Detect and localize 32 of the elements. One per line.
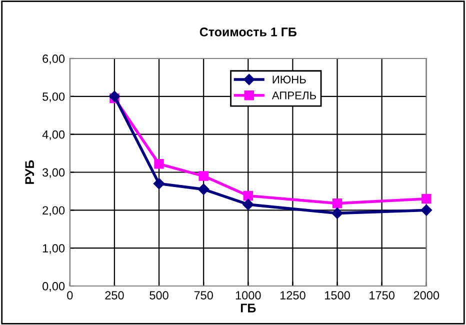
y-tick-label: 2,00	[42, 206, 65, 216]
y-tick-label: 3,00	[42, 168, 65, 178]
x-tick-label: 1750	[370, 291, 394, 300]
point	[198, 184, 210, 195]
y-tick-label: 1,00	[42, 244, 65, 254]
x-tick-label: 1000	[236, 291, 261, 300]
legend-label: ИЮНЬ	[272, 76, 306, 84]
legend-label: АПРЕЛЬ	[272, 92, 316, 100]
point	[242, 198, 254, 210]
point	[243, 190, 254, 201]
point	[422, 194, 432, 204]
x-axis-title: ГБ	[240, 304, 256, 312]
x-tick-label: 750	[194, 291, 213, 300]
y-tick-label: 6,00	[42, 54, 65, 64]
y-tick-label: 0,00	[42, 282, 65, 292]
x-tick-label: 1250	[280, 291, 306, 300]
point	[198, 171, 208, 181]
point	[420, 204, 432, 216]
point	[154, 159, 164, 169]
point	[108, 90, 120, 102]
point	[332, 208, 343, 219]
x-tick-label: 2000	[414, 291, 440, 300]
x-tick-label: 1500	[325, 291, 350, 300]
y-tick-label: 4,00	[42, 130, 65, 140]
y-tick-label: 5,00	[42, 92, 65, 102]
chart-title: Стоимость 1 ГБ	[200, 28, 296, 36]
point	[153, 178, 165, 190]
x-tick-label: 250	[105, 291, 124, 300]
x-tick-label: 500	[150, 291, 168, 300]
x-tick-label: 0	[67, 291, 73, 300]
point	[332, 198, 342, 208]
y-axis-title: РУБ	[25, 160, 34, 184]
